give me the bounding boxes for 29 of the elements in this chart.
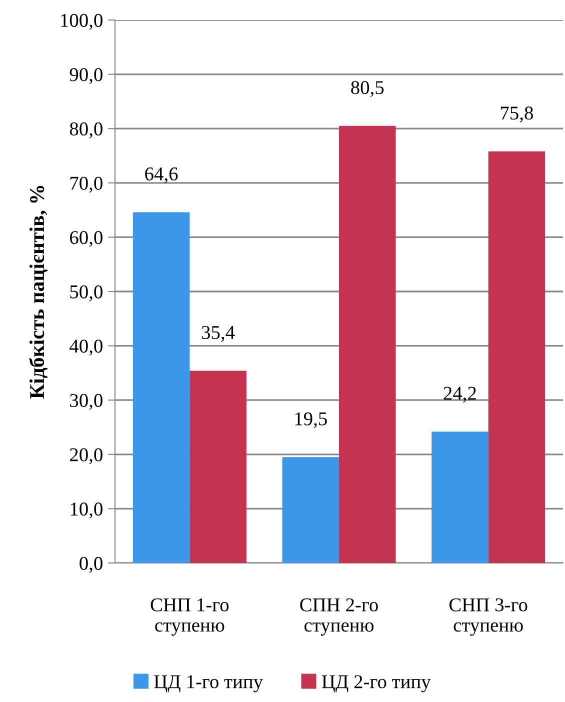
- bar: [190, 370, 246, 563]
- bar: [339, 126, 396, 563]
- data-label: 80,5: [351, 81, 384, 97]
- bar: [488, 151, 546, 563]
- y-tick-label: 20,0: [70, 448, 102, 464]
- data-label: 35,4: [202, 326, 235, 342]
- bar: [282, 457, 339, 563]
- y-tick-label: 50,0: [70, 285, 102, 302]
- legend-label: ЦД 1-го типу: [154, 675, 263, 692]
- data-label: 19,5: [295, 412, 327, 428]
- y-tick-label: 10,0: [70, 502, 102, 518]
- x-tick-label: СПН 2-го ступеню: [300, 598, 378, 636]
- y-tick-label: 30,0: [70, 394, 102, 410]
- data-label: 75,8: [500, 106, 533, 122]
- data-label: 24,2: [444, 386, 476, 403]
- x-tick-label: СНП 3-го ступеню: [449, 598, 528, 636]
- x-tick-label: СНП 1-го ступеню: [150, 598, 229, 636]
- y-axis-title: Кідбкість пацієнтів, %: [28, 186, 48, 399]
- data-label: 64,6: [145, 167, 178, 184]
- bar: [132, 212, 190, 563]
- y-tick-label: 80,0: [70, 122, 102, 138]
- y-tick-label: 60,0: [70, 231, 102, 247]
- bar: [432, 432, 488, 563]
- y-tick-label: 90,0: [70, 68, 102, 84]
- y-tick-label: 40,0: [70, 340, 102, 356]
- y-tick-label: 100,0: [61, 14, 102, 30]
- y-tick-label: 0,0: [80, 556, 102, 573]
- y-tick-label: 70,0: [70, 176, 102, 193]
- legend-label: ЦД 2-го типу: [322, 675, 431, 692]
